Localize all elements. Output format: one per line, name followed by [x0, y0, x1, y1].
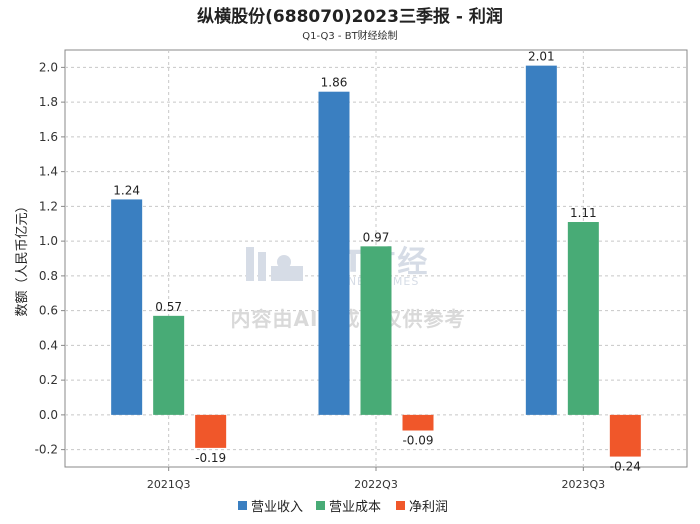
bar: [402, 414, 434, 431]
y-tick-label: -0.2: [35, 443, 58, 457]
bar: [360, 246, 392, 415]
y-tick-label: 1.4: [39, 165, 58, 179]
bar: [111, 199, 143, 415]
legend-swatch: [396, 501, 405, 510]
data-label: -0.19: [195, 451, 226, 465]
y-axis-label: 数额（人民币亿元）: [15, 199, 30, 316]
chart-subtitle: Q1-Q3 - BT财经绘制: [302, 31, 398, 42]
bars: 1.24 0.57 -0.19 1.86 0.97 -0.09 2.01 1.11 -0.24: [111, 50, 641, 474]
bar: [525, 65, 557, 415]
y-tick-label: 2.0: [39, 60, 58, 74]
bar: [318, 91, 350, 415]
y-tick-label: 1.2: [39, 199, 58, 213]
data-label: -0.09: [402, 434, 433, 448]
legend-label: 净利润: [409, 500, 448, 515]
bar: [153, 315, 185, 415]
y-tick-label: 1.0: [39, 234, 58, 248]
data-label: -0.24: [610, 460, 641, 474]
legend-label: 营业收入: [251, 500, 303, 515]
legend-label: 营业成本: [329, 500, 381, 515]
y-tick-label: 0.0: [39, 408, 58, 422]
y-tick-label: 0.2: [39, 373, 58, 387]
y-tick-label: 0.8: [39, 269, 58, 283]
y-tick-label: 0.6: [39, 304, 58, 318]
legend: 营业收入 营业成本 净利润: [238, 500, 448, 515]
x-tick-label: 2022Q3: [354, 478, 398, 491]
legend-swatch: [316, 501, 325, 510]
x-tick-label: 2021Q3: [147, 478, 191, 491]
y-tick-label: 1.8: [39, 95, 58, 109]
data-label: 1.24: [113, 183, 140, 197]
bar: [567, 222, 599, 415]
x-tick-label: 2023Q3: [562, 478, 606, 491]
legend-swatch: [238, 501, 247, 510]
bar: [195, 414, 227, 448]
bar: [609, 414, 641, 457]
y-tick-label: 0.4: [39, 338, 58, 352]
axes: -0.2 0.0 0.2 0.4 0.6 0.8 1.0 1.2 1.4 1.6 1.8 2.0 202…: [35, 60, 606, 491]
chart-title: 纵横股份(688070)2023三季报 - 利润: [197, 7, 503, 27]
data-label: 2.01: [528, 50, 555, 64]
data-label: 0.57: [155, 300, 182, 314]
data-label: 1.86: [321, 76, 348, 90]
data-label: 0.97: [363, 230, 390, 244]
data-label: 1.11: [570, 206, 597, 220]
watermark-logo-icon: [246, 247, 303, 281]
y-tick-label: 1.6: [39, 130, 58, 144]
